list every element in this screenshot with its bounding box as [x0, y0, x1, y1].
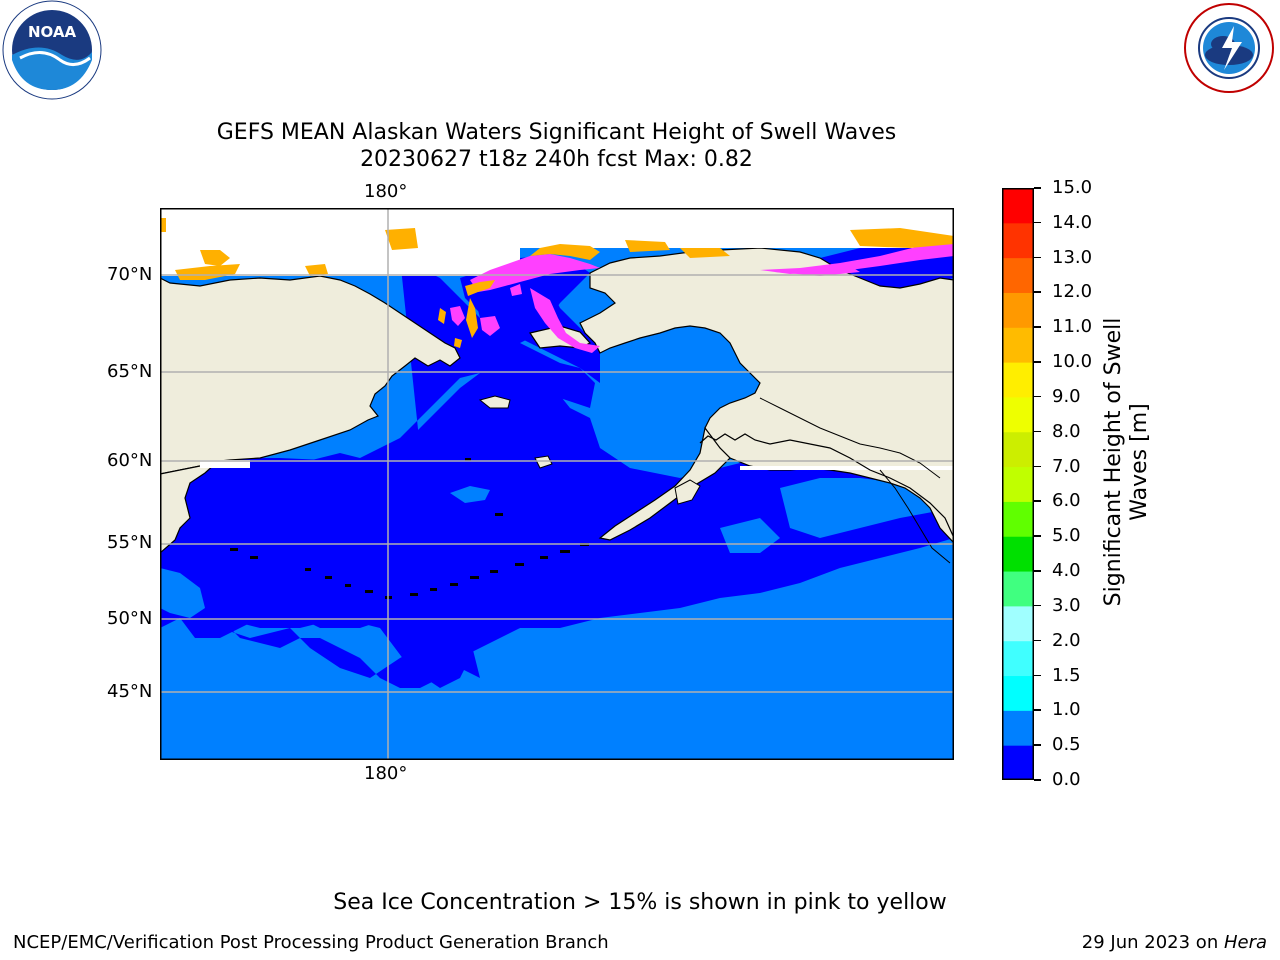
- colorbar-tick-label: 0.5: [1052, 734, 1081, 756]
- colorbar-segment: [1002, 640, 1034, 677]
- colorbar-segment: [1002, 362, 1034, 398]
- colorbar-svg: [1002, 188, 1034, 781]
- footer-left: NCEP/EMC/Verification Post Processing Pr…: [13, 932, 609, 953]
- land-siberia: [159, 275, 461, 475]
- colorbar-tick-mark: [1034, 326, 1041, 328]
- footer-host: Hera: [1223, 932, 1267, 953]
- colorbar-label: Significant Height of Swell Waves [m]: [1101, 312, 1157, 612]
- colorbar-label-line2: Waves [m]: [1127, 403, 1152, 521]
- colorbar-tick-mark: [1034, 604, 1041, 607]
- land-kamchatka: [159, 463, 217, 555]
- colorbar-segment: [1002, 327, 1034, 363]
- island-nunivak: [534, 455, 553, 469]
- colorbar-tick-label: 15.0: [1052, 177, 1093, 198]
- colorbar-segment: [1002, 501, 1034, 537]
- island-st-lawrence: [478, 395, 511, 409]
- land-alaska-peninsula: [598, 426, 731, 541]
- colorbar-tick-mark: [1034, 779, 1041, 781]
- colorbar-tick-mark: [1034, 500, 1041, 502]
- colorbar-tick-label: 3.0: [1052, 594, 1081, 616]
- colorbar-tick-mark: [1034, 744, 1041, 746]
- colorbar-tick-label: 14.0: [1052, 211, 1093, 233]
- colorbar-tick-mark: [1034, 430, 1041, 433]
- colorbar-segment: [1002, 605, 1034, 642]
- colorbar-tick-mark: [1034, 256, 1041, 259]
- colorbar-segment: [1002, 536, 1034, 572]
- colorbar-segment: [1002, 396, 1034, 433]
- colorbar-tick-label: 1.0: [1052, 699, 1081, 721]
- lon-label-bottom: 180°: [364, 763, 408, 784]
- lat-label: 65°N: [107, 361, 153, 382]
- colorbar-tick-label: 1.5: [1052, 664, 1081, 686]
- noaa-logo: NOAA: [0, 0, 105, 100]
- lat-label: 60°N: [107, 450, 153, 471]
- lat-label: 50°N: [107, 608, 153, 629]
- colorbar-tick-label: 7.0: [1052, 455, 1081, 477]
- lat-label: 70°N: [107, 264, 153, 285]
- colorbar-tick-label: 11.0: [1052, 316, 1093, 338]
- colorbar-tick-label: 10.0: [1052, 351, 1093, 373]
- colorbar-tick-mark: [1034, 291, 1041, 293]
- colorbar-tick-label: 0.0: [1052, 769, 1081, 790]
- colorbar-segment: [1002, 431, 1034, 468]
- colorbar-tick-mark: [1034, 535, 1041, 537]
- colorbar-tick-label: 6.0: [1052, 490, 1081, 512]
- colorbar-tick-label: 13.0: [1052, 246, 1093, 268]
- colorbar-segment: [1002, 745, 1034, 781]
- lat-label: 45°N: [107, 681, 153, 702]
- colorbar-segment: [1002, 188, 1034, 224]
- colorbar-tick-label: 12.0: [1052, 281, 1093, 303]
- colorbar-tick-mark: [1034, 361, 1041, 363]
- colorbar-tick-mark: [1034, 570, 1041, 572]
- colorbar-label-line1: Significant Height of Swell: [1101, 317, 1126, 607]
- lon-label-top: 180°: [364, 181, 408, 202]
- colorbar-tick-mark: [1034, 221, 1041, 224]
- colorbar-tick-mark: [1034, 709, 1041, 711]
- sea-ice-high: [160, 218, 954, 348]
- sea-ice: [450, 242, 954, 353]
- colorbar-frame: [1002, 188, 1034, 780]
- colorbar-tick-mark: [1034, 465, 1041, 468]
- colorbar-segment: [1002, 222, 1034, 259]
- island-kodiak: [674, 479, 701, 505]
- colorbar-segment: [1002, 292, 1034, 328]
- colorbar-tick-label: 2.0: [1052, 629, 1081, 651]
- chart-title-line2: 20230627 t18z 240h fcst Max: 0.82: [360, 147, 753, 172]
- colorbar-tick-mark: [1034, 674, 1041, 677]
- colorbar-segment: [1002, 675, 1034, 711]
- graticule: [160, 208, 954, 760]
- colorbar-tick-label: 8.0: [1052, 420, 1081, 442]
- colorbar-segment: [1002, 257, 1034, 293]
- colorbar-tick-label: 9.0: [1052, 385, 1081, 407]
- colorbar-segment: [1002, 571, 1034, 607]
- colorbar-tick-mark: [1034, 395, 1041, 398]
- footer-right: 29 Jun 2023 on Hera: [1082, 932, 1267, 953]
- colorbar: [1002, 188, 1034, 781]
- colorbar-tick-label: 4.0: [1052, 560, 1081, 582]
- svg-text:NOAA: NOAA: [28, 23, 77, 41]
- chart-title-line1: GEFS MEAN Alaskan Waters Significant Hei…: [216, 120, 897, 145]
- colorbar-tick-label: 5.0: [1052, 525, 1081, 547]
- colorbar-tick-mark: [1034, 639, 1041, 642]
- nws-logo: [1176, 0, 1280, 100]
- map-frame: [160, 208, 954, 760]
- colorbar-tick-mark: [1034, 187, 1041, 189]
- lat-label: 55°N: [107, 532, 153, 553]
- map-panel: [159, 208, 955, 760]
- colorbar-segment: [1002, 466, 1034, 502]
- footer-date: 29 Jun 2023 on: [1081, 932, 1224, 953]
- colorbar-segment: [1002, 710, 1034, 746]
- sea-ice-note: Sea Ice Concentration > 15% is shown in …: [333, 890, 947, 915]
- map-svg: [159, 208, 955, 760]
